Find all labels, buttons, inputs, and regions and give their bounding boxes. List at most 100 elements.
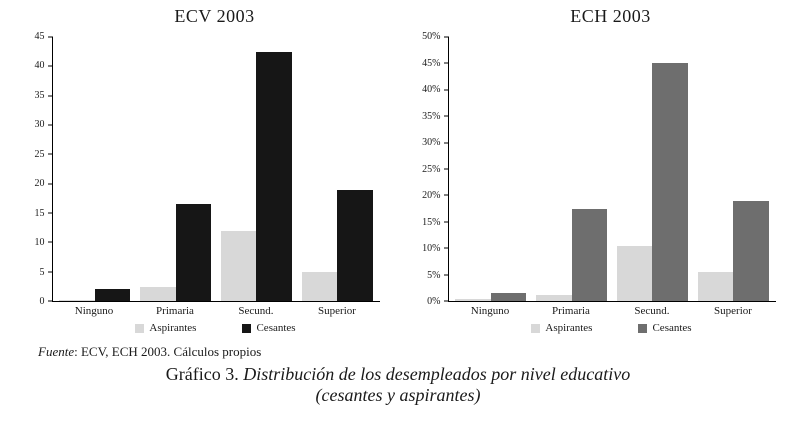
y-tick-label: 0 — [39, 296, 45, 307]
source-text: : ECV, ECH 2003. Cálculos propios — [74, 344, 262, 360]
x-axis-labels: Ninguno Primaria Secund. Superior — [52, 305, 380, 317]
x-tick-label: Secund. — [634, 305, 670, 317]
y-tick-label: 10% — [422, 243, 441, 254]
legend: Aspirantes Cesantes — [448, 322, 776, 334]
bar-aspirantes-primaria — [140, 286, 176, 301]
y-tick-mark — [443, 221, 449, 223]
bar-cesantes-secund — [256, 51, 292, 301]
chart-ecv-2003: ECV 2003 0 5 10 15 20 25 30 35 40 45 Ninguno Prima… — [22, 6, 380, 334]
legend-label: Cesantes — [256, 322, 296, 335]
bar-group-secund — [216, 37, 297, 301]
bar-groups — [449, 37, 776, 301]
y-tick-label: 15 — [34, 207, 45, 219]
legend-swatch-cesantes — [638, 323, 648, 333]
plot-row: 0 5 10 15 20 25 30 35 40 45 — [22, 32, 380, 307]
plot-area — [47, 36, 380, 302]
y-tick-mark — [443, 247, 449, 249]
y-tick-mark — [443, 194, 449, 196]
bar-aspirantes-ninguno — [455, 298, 491, 301]
bar-group-superior — [693, 37, 774, 301]
y-tick-label: 40 — [34, 60, 45, 72]
y-tick-label: 30 — [34, 119, 45, 131]
y-tick-mark — [47, 271, 53, 273]
y-tick-mark — [443, 62, 449, 64]
y-tick-mark — [47, 241, 53, 243]
chart-ech-2003: ECH 2003 0% 5% 10% 15% 20% 25% 30% 35% 40% 45% 50%… — [418, 6, 776, 334]
chart-title: ECH 2003 — [570, 6, 651, 26]
caption-text: Distribución de los desempleados por niv… — [238, 364, 631, 385]
y-tick-mark — [443, 274, 449, 276]
bar-group-ninguno — [451, 37, 532, 301]
y-tick-mark — [443, 115, 449, 117]
x-tick-label: Primaria — [156, 305, 194, 317]
bar-group-secund — [612, 37, 693, 301]
y-tick-label: 50% — [422, 31, 441, 42]
bar-cesantes-primaria — [175, 204, 212, 301]
y-tick-mark — [443, 168, 449, 170]
x-tick-label: Primaria — [552, 305, 590, 317]
figure: ECV 2003 0 5 10 15 20 25 30 35 40 45 Ninguno Prima… — [22, 6, 797, 406]
figure-caption: Gráfico 3. Distribución de los desemplea… — [48, 364, 748, 385]
x-tick-label: Ninguno — [470, 305, 510, 317]
figure-caption-line2: (cesantes y aspirantes) — [315, 385, 481, 406]
x-axis-labels: Ninguno Primaria Secund. Superior — [448, 305, 776, 317]
bar-aspirantes-secund — [616, 245, 653, 301]
y-tick-mark — [47, 212, 53, 214]
bar-aspirantes-superior — [301, 271, 338, 301]
chart-title: ECV 2003 — [174, 6, 255, 26]
legend-item-cesantes: Cesantes — [638, 322, 692, 335]
x-tick-label: Secund. — [238, 305, 274, 317]
bar-cesantes-ninguno — [94, 289, 131, 301]
legend-swatch-aspirantes — [135, 323, 145, 333]
plot-row: 0% 5% 10% 15% 20% 25% 30% 35% 40% 45% 50% — [418, 32, 776, 307]
y-axis: 0% 5% 10% 15% 20% 25% 30% 35% 40% 45% 50% — [418, 32, 448, 307]
y-tick-label: 15% — [422, 216, 441, 228]
source-note: Fuente: ECV, ECH 2003. Cálculos propios — [38, 344, 797, 360]
y-tick-label: 40% — [422, 84, 441, 95]
y-tick-mark — [47, 36, 53, 38]
bar-cesantes-superior — [733, 200, 769, 301]
legend-label: Cesantes — [652, 322, 692, 335]
y-tick-mark — [47, 183, 53, 185]
y-tick-mark — [47, 300, 53, 302]
y-tick-mark — [47, 65, 53, 67]
x-tick-label: Ninguno — [74, 305, 114, 317]
y-tick-label: 20 — [34, 178, 45, 190]
bar-cesantes-secund — [652, 63, 688, 301]
plot-area — [443, 36, 776, 302]
legend-swatch-cesantes — [242, 323, 252, 333]
y-tick-label: 45% — [422, 57, 441, 69]
y-tick-mark — [443, 89, 449, 91]
bar-aspirantes-secund — [220, 230, 257, 301]
bar-aspirantes-superior — [697, 271, 734, 301]
y-tick-label: 35% — [422, 110, 441, 122]
y-tick-label: 20% — [422, 190, 441, 201]
y-tick-label: 5% — [427, 269, 441, 281]
bar-cesantes-superior — [337, 189, 373, 301]
bar-aspirantes-ninguno — [59, 299, 95, 301]
legend-label: Aspirantes — [149, 322, 197, 335]
bar-group-superior — [297, 37, 378, 301]
y-tick-mark — [443, 300, 449, 302]
legend-label: Aspirantes — [545, 322, 593, 335]
legend: Aspirantes Cesantes — [52, 322, 380, 334]
y-tick-mark — [47, 95, 53, 97]
y-tick-label: 45 — [34, 31, 45, 42]
caption-label: Gráfico 3. — [165, 364, 239, 385]
bar-cesantes-ninguno — [490, 293, 527, 301]
bar-groups — [53, 37, 380, 301]
bar-aspirantes-primaria — [536, 294, 572, 301]
y-tick-mark — [443, 142, 449, 144]
y-tick-label: 30% — [422, 137, 441, 148]
y-tick-label: 25 — [34, 148, 45, 160]
bar-group-primaria — [135, 37, 216, 301]
y-tick-mark — [47, 153, 53, 155]
bar-group-primaria — [531, 37, 612, 301]
y-tick-label: 5 — [39, 266, 45, 278]
legend-item-aspirantes: Aspirantes — [135, 322, 196, 334]
y-tick-label: 25% — [422, 163, 441, 175]
x-tick-label: Superior — [714, 305, 752, 317]
y-tick-mark — [47, 124, 53, 126]
bar-group-ninguno — [55, 37, 136, 301]
y-tick-label: 0% — [427, 296, 441, 307]
